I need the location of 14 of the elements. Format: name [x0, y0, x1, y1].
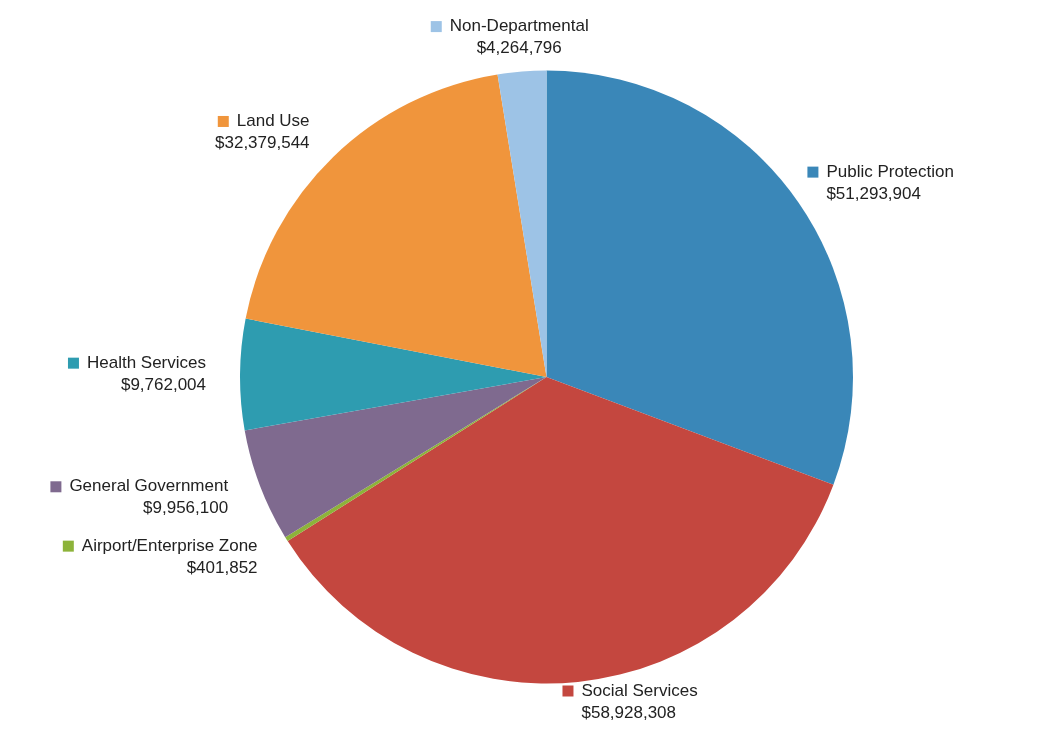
data-label: $32,379,544: [215, 133, 310, 153]
data-label: $9,762,004: [120, 374, 207, 394]
data-label: $58,928,308: [581, 702, 677, 722]
legend-label: Public Protection: [826, 161, 954, 181]
data-label: $51,293,904: [826, 183, 921, 203]
data-label: $4,264,796: [476, 38, 562, 58]
legend-label: Land Use: [236, 111, 310, 131]
legend-label: General Government: [69, 476, 229, 496]
legend-label: Social Services: [581, 680, 698, 700]
data-label: $401,852: [186, 557, 258, 577]
legend-label: Airport/Enterprise Zone: [81, 535, 258, 555]
data-label: $9,956,100: [143, 498, 229, 518]
legend-label: Non-Departmental: [449, 16, 589, 36]
legend-label: Health Services: [86, 352, 207, 372]
